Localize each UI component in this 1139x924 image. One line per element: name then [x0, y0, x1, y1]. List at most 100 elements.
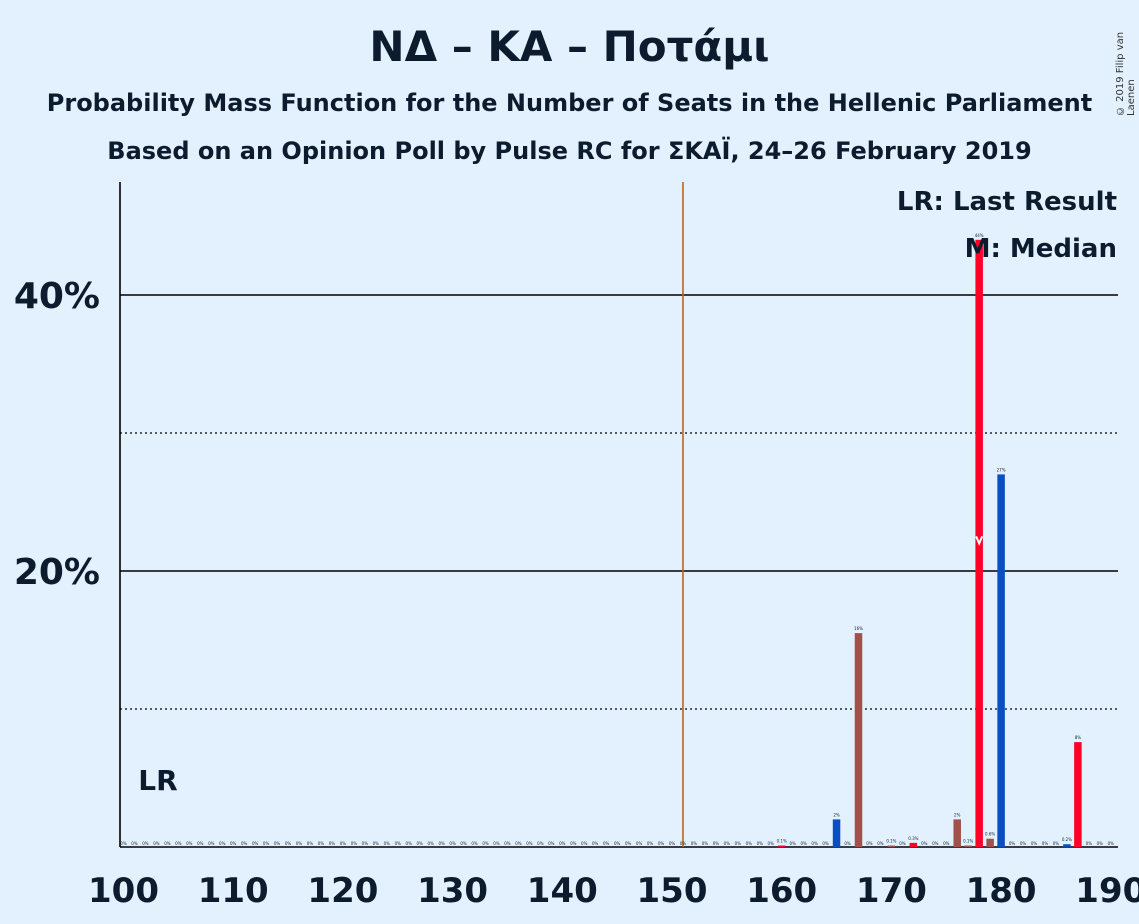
bar-label-seat-160: 0.1%	[777, 839, 787, 844]
zero-label-169: 0%	[877, 841, 884, 846]
bar-label-seat-172: 0.3%	[908, 836, 918, 841]
zero-label-113: 0%	[263, 841, 270, 846]
zero-label-102: 0%	[142, 841, 149, 846]
bar-seat-180	[997, 474, 1005, 847]
zero-label-111: 0%	[241, 841, 248, 846]
zero-label-154: 0%	[713, 841, 720, 846]
bar-label-seat-179: 0.6%	[985, 832, 995, 837]
zero-label-152: 0%	[691, 841, 698, 846]
zero-label-148: 0%	[647, 841, 654, 846]
zero-label-131: 0%	[460, 841, 467, 846]
zero-label-106: 0%	[186, 841, 193, 846]
zero-label-153: 0%	[702, 841, 709, 846]
zero-label-141: 0%	[570, 841, 577, 846]
zero-label-112: 0%	[252, 841, 259, 846]
x-tick-label-150: 150	[637, 871, 708, 911]
zero-label-110: 0%	[230, 841, 237, 846]
x-tick-label-190: 190	[1075, 871, 1139, 911]
zero-label-115: 0%	[285, 841, 292, 846]
zero-label-125: 0%	[395, 841, 402, 846]
zero-label-162: 0%	[800, 841, 807, 846]
zero-label-144: 0%	[603, 841, 610, 846]
zero-label-138: 0%	[537, 841, 544, 846]
bar-seat-177	[964, 845, 972, 847]
y-tick-label-40: 40%	[14, 276, 100, 317]
bar-label-seat-170: 0.1%	[886, 839, 896, 844]
chart-subtitle-poll-type: Probability Mass Function for the Number…	[46, 89, 1093, 117]
x-tick-label-110: 110	[198, 871, 269, 911]
zero-label-166: 0%	[844, 841, 851, 846]
zero-label-184: 0%	[1042, 841, 1049, 846]
zero-label-129: 0%	[438, 841, 445, 846]
zero-label-104: 0%	[164, 841, 171, 846]
bar-seat-176	[953, 819, 961, 847]
bar-label-seat-180: 27%	[997, 467, 1006, 472]
zero-label-185: 0%	[1053, 841, 1060, 846]
zero-label-135: 0%	[504, 841, 511, 846]
bar-label-seat-165: 2%	[833, 812, 840, 817]
bar-seat-172	[909, 842, 918, 847]
zero-label-156: 0%	[735, 841, 742, 846]
bar-label-seat-178: 44%	[975, 233, 984, 238]
zero-label-105: 0%	[175, 841, 182, 846]
zero-label-139: 0%	[548, 841, 555, 846]
zero-label-121: 0%	[351, 841, 358, 846]
last-result-label: LR	[138, 764, 177, 797]
zero-label-128: 0%	[427, 841, 434, 846]
zero-label-140: 0%	[559, 841, 566, 846]
zero-label-158: 0%	[757, 841, 764, 846]
bar-seat-179	[986, 838, 994, 847]
bar-label-seat-176: 2%	[954, 812, 961, 817]
zero-label-109: 0%	[219, 841, 226, 846]
zero-label-150: 0%	[669, 841, 676, 846]
zero-label-136: 0%	[515, 841, 522, 846]
zero-label-118: 0%	[318, 841, 325, 846]
bar-seat-165	[832, 819, 841, 847]
bar-seat-170	[887, 845, 896, 847]
zero-label-147: 0%	[636, 841, 643, 846]
chart-title: ΝΔ – ΚΑ – Ποτάμι	[369, 22, 770, 71]
zero-label-159: 0%	[768, 841, 775, 846]
zero-label-126: 0%	[406, 841, 413, 846]
zero-label-122: 0%	[362, 841, 369, 846]
zero-label-134: 0%	[493, 841, 500, 846]
x-tick-label-120: 120	[307, 871, 378, 911]
zero-label-123: 0%	[373, 841, 380, 846]
bar-label-seat-167: 16%	[854, 626, 863, 631]
x-tick-label-100: 100	[88, 871, 159, 911]
x-tick-label-130: 130	[417, 871, 488, 911]
zero-label-116: 0%	[296, 841, 303, 846]
bar-label-seat-186: 0.2%	[1062, 837, 1072, 842]
zero-label-146: 0%	[625, 841, 632, 846]
zero-label-117: 0%	[307, 841, 314, 846]
zero-label-163: 0%	[811, 841, 818, 846]
zero-label-188: 0%	[1086, 841, 1093, 846]
zero-label-190: 0%	[1108, 841, 1115, 846]
legend-last-result: LR: Last Result	[897, 187, 1117, 217]
zero-label-182: 0%	[1020, 841, 1027, 846]
zero-label-164: 0%	[822, 841, 829, 846]
zero-label-149: 0%	[658, 841, 665, 846]
zero-label-175: 0%	[943, 841, 950, 846]
zero-label-101: 0%	[131, 841, 138, 846]
zero-label-143: 0%	[592, 841, 599, 846]
zero-label-114: 0%	[274, 841, 281, 846]
y-tick-label-20: 20%	[14, 552, 100, 593]
zero-label-124: 0%	[384, 841, 391, 846]
zero-label-161: 0%	[789, 841, 796, 846]
zero-label-145: 0%	[614, 841, 621, 846]
bar-seat-187	[1074, 742, 1082, 847]
zero-label-127: 0%	[417, 841, 424, 846]
zero-label-151: 0%	[680, 841, 687, 846]
zero-label-173: 0%	[921, 841, 928, 846]
zero-label-157: 0%	[746, 841, 753, 846]
zero-label-155: 0%	[724, 841, 731, 846]
x-tick-label-140: 140	[527, 871, 598, 911]
zero-label-174: 0%	[932, 841, 939, 846]
bar-label-seat-177: 0.1%	[963, 839, 973, 844]
zero-label-120: 0%	[340, 841, 347, 846]
bar-seat-186	[1063, 844, 1071, 847]
zero-label-119: 0%	[329, 841, 336, 846]
zero-label-142: 0%	[581, 841, 588, 846]
x-tick-label-170: 170	[856, 871, 927, 911]
